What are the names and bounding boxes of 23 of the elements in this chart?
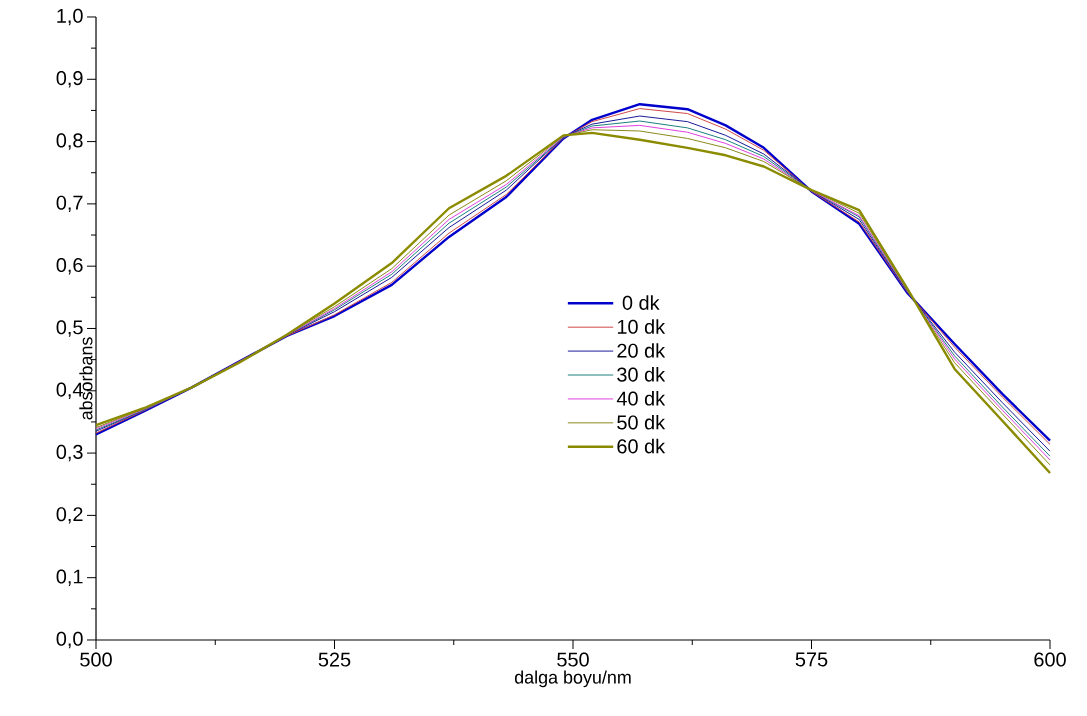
legend-label: 20 dk <box>617 343 666 358</box>
y-tick-label: 0,3 <box>56 444 83 462</box>
x-tick-label: 500 <box>80 652 112 667</box>
x-tick-label: 600 <box>1034 652 1066 667</box>
y-tick-label: 0,8 <box>56 133 83 150</box>
y-tick-label: 0,0 <box>56 631 83 649</box>
x-tick-label: 525 <box>318 652 351 667</box>
y-tick-label: 0,2 <box>56 507 83 524</box>
y-tick-label: 0,9 <box>56 71 83 88</box>
x-axis-title: dalga boyu/nm <box>514 670 631 688</box>
y-tick-label: 0,5 <box>56 320 83 337</box>
x-tick-label: 550 <box>557 652 589 667</box>
legend-label: 40 dk <box>616 390 666 406</box>
legend-label: 30 dk <box>617 367 666 382</box>
y-tick-label: 0,7 <box>56 195 83 213</box>
legend-label: 10 dk <box>617 319 666 334</box>
legend-label: 60 dk <box>617 438 666 454</box>
y-tick-label: 0,1 <box>56 569 83 586</box>
y-tick-label: 0,6 <box>56 257 83 275</box>
legend-label: 50 dk <box>617 414 666 430</box>
legend-label: 0 dk <box>622 295 660 310</box>
y-tick-label: 1,0 <box>57 8 83 26</box>
x-tick-label: 575 <box>795 652 828 667</box>
